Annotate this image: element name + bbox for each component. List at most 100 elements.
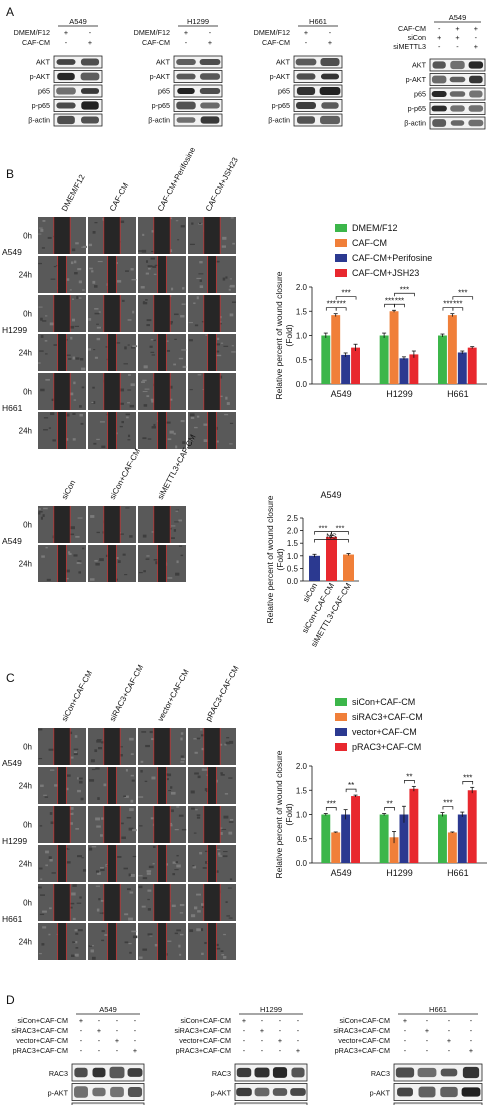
condition-label: pRAC3+CAF-CM [335, 1046, 390, 1055]
x-tick-label: H661 [447, 389, 469, 399]
wound-texture [94, 308, 99, 310]
wound-texture [130, 873, 135, 877]
condition-sign: - [243, 1046, 246, 1055]
wound-texture [38, 227, 43, 229]
condition-label: CAF-CM [262, 38, 290, 47]
wound-texture [188, 439, 194, 441]
wound-gap [57, 767, 67, 804]
blot-band-box [234, 1102, 308, 1105]
wound-texture [121, 299, 125, 302]
wound-texture [147, 889, 152, 892]
wound-texture [194, 324, 199, 327]
condition-sign: - [65, 38, 68, 47]
bar-caf-cm [447, 315, 457, 384]
bar-sicon-caf-cm [438, 814, 447, 863]
wound-texture [77, 560, 82, 562]
wound-texture [169, 249, 173, 253]
blot-band [57, 72, 75, 81]
condition-sign: - [98, 1036, 101, 1045]
legend-label: siCon+CAF-CM [352, 697, 415, 707]
blot-band-box [393, 1083, 483, 1101]
wound-texture [72, 884, 77, 887]
condition-sign: - [438, 24, 441, 33]
condition-label: CAF-CM [398, 24, 426, 33]
wound-texture [147, 933, 153, 936]
wound-texture [123, 363, 128, 365]
wound-texture [196, 928, 201, 932]
wound-texture [175, 509, 179, 511]
wound-texture [44, 340, 48, 342]
wound-texture [151, 250, 154, 252]
blot-cell-label: H1299 [187, 17, 209, 26]
wound-texture [40, 878, 43, 880]
significance-label: *** [443, 300, 452, 309]
wound-texture [229, 422, 234, 424]
wound-texture [100, 899, 106, 902]
legend-label: DMEM/F12 [352, 223, 398, 233]
wound-texture [39, 350, 44, 352]
wound-texture [40, 516, 43, 520]
wound-texture [71, 248, 76, 252]
condition-sign: - [116, 1016, 119, 1025]
wound-texture [75, 947, 79, 949]
wound-texture [131, 779, 135, 782]
condition-sign: - [98, 1046, 101, 1055]
significance-bracket [442, 806, 454, 810]
wound-texture [70, 533, 75, 536]
wound-texture [222, 855, 228, 858]
wound-gap [103, 884, 121, 921]
wound-gap [53, 373, 71, 410]
blot-row-label: p-p65 [408, 104, 426, 113]
blot-band [74, 1067, 88, 1078]
wound-texture [89, 267, 93, 270]
panelC-cell-label: H661 [2, 914, 23, 924]
wound-texture [144, 780, 148, 783]
blot-band [176, 59, 196, 65]
wound-texture [70, 812, 74, 815]
wound-texture [169, 824, 173, 827]
wound-texture [180, 758, 186, 761]
wound-gap [53, 217, 71, 254]
condition-sign: + [474, 42, 478, 51]
wound-texture [176, 560, 179, 564]
bar-caf-cm-perifosine [399, 358, 409, 384]
condition-sign: + [97, 1026, 101, 1035]
wound-texture [179, 912, 184, 914]
wound-texture [180, 761, 185, 763]
blot-band [127, 1087, 143, 1097]
wound-texture [75, 242, 79, 245]
wound-gap [207, 767, 217, 804]
wound-texture [178, 519, 183, 522]
condition-sign: - [329, 28, 332, 37]
condition-label: siCon+CAF-CM [17, 1016, 68, 1025]
wound-texture [151, 354, 156, 356]
wound-texture [97, 872, 101, 875]
wound-texture [75, 535, 80, 538]
wound-gap [153, 884, 171, 921]
wound-texture [170, 525, 176, 527]
panelC-column-label: siCon+CAF-CM [60, 669, 95, 723]
blot-band [432, 119, 447, 127]
wound-texture [69, 807, 74, 810]
wound-texture [220, 772, 223, 774]
wound-texture [231, 351, 236, 353]
wound-texture [219, 322, 222, 325]
blot-band [296, 73, 316, 80]
wound-texture [194, 772, 199, 775]
panelC-cell-label: A549 [2, 758, 22, 768]
bar [343, 554, 354, 581]
legend-swatch [335, 698, 347, 706]
blot-band [81, 101, 99, 110]
wound-texture [64, 787, 69, 791]
wound-texture [143, 570, 146, 573]
condition-sign: - [404, 1036, 407, 1045]
condition-sign: + [133, 1046, 137, 1055]
wound-texture [38, 362, 41, 364]
wound-texture [77, 789, 81, 793]
wound-gap [107, 256, 117, 293]
blot-band [176, 101, 196, 110]
wound-texture [228, 777, 233, 779]
bar-dmem-f12 [438, 335, 447, 384]
legend-swatch [335, 269, 347, 277]
significance-label: *** [453, 300, 462, 309]
